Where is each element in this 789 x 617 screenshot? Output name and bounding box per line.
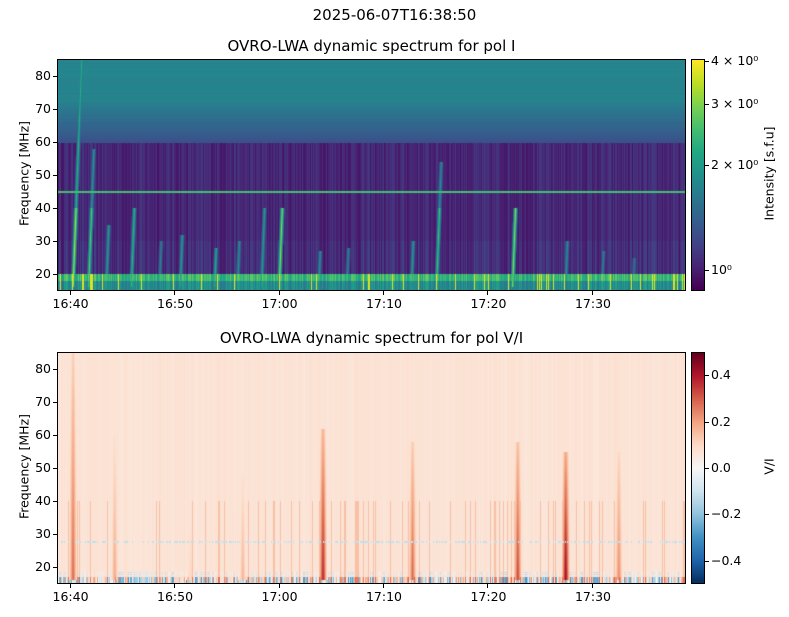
panel1-ytick [53, 141, 57, 143]
panel2-colorbar-tick [705, 468, 709, 469]
panel1-ytick-label: 30 [35, 233, 51, 249]
panel2-ytick-label: 60 [35, 426, 51, 442]
panel1-colorbar-tick [705, 269, 709, 271]
panel1-ytick-label: 80 [35, 67, 51, 83]
panel1-xtick-label: 16:50 [157, 296, 194, 311]
panel2-xtick [278, 584, 280, 588]
panel2-ytick [53, 567, 57, 569]
panel2-xtick-label: 17:10 [365, 589, 403, 604]
panel2-ytick [53, 468, 57, 469]
panel2-heatmap [58, 353, 685, 583]
panel2-colorbar-label: V/I [761, 458, 777, 475]
panel2-colorbar-tick-label: −0.2 [711, 506, 742, 522]
panel2-xtick [69, 584, 71, 588]
panel2-xtick [382, 584, 384, 588]
panel2-colorbar-tick-label: −0.4 [711, 552, 742, 568]
panel1-xtick-label: 17:00 [261, 296, 298, 311]
panel1-ytick-label: 70 [35, 100, 51, 116]
panel1-colorbar-tick-label: 3 × 10⁰ [711, 96, 759, 112]
panel1-xtick-label: 17:30 [574, 296, 611, 311]
panel1-title: OVRO-LWA dynamic spectrum for pol I [227, 37, 516, 55]
panel2-ytick [53, 368, 57, 370]
panel2-colorbar-tick [705, 514, 709, 516]
panel2-ytick-label: 30 [35, 526, 51, 542]
panel1-ytick [53, 108, 57, 110]
panel1-xtick [487, 291, 489, 295]
panel1-ytick [53, 241, 57, 243]
panel1-xtick-label: 17:20 [470, 296, 507, 311]
panel2-colorbar-tick-label: 0.4 [711, 367, 731, 383]
panel2-colorbar-tick [705, 560, 709, 562]
panel1-ytick [53, 75, 57, 77]
panel2-ytick-label: 80 [35, 360, 51, 376]
panel2-colorbar-tick [705, 421, 709, 423]
panel1-colorbar-gradient [692, 60, 704, 290]
panel2-xtick-label: 17:20 [470, 589, 507, 604]
panel1-ytick [53, 274, 57, 276]
panel1-colorbar-tick [705, 104, 709, 106]
panel2-ytick-label: 20 [35, 559, 51, 575]
panel2-plot-area [57, 352, 686, 584]
panel1-colorbar-tick [705, 60, 709, 62]
panel1-xtick-label: 16:40 [52, 296, 89, 311]
panel1-xtick [69, 291, 71, 295]
panel2-xtick-label: 17:00 [261, 589, 298, 604]
panel1-xtick [382, 291, 384, 295]
panel2-title: OVRO-LWA dynamic spectrum for pol V/I [219, 329, 524, 347]
panel2-xtick [487, 584, 489, 588]
panel1-ytick-label: 60 [35, 133, 51, 149]
panel2-ytick [53, 501, 57, 503]
panel1-ytick-label: 20 [35, 266, 51, 282]
panel1-xtick [278, 291, 280, 295]
panel1-ytick [53, 208, 57, 210]
panel2-ytick [53, 434, 57, 436]
panel1-ytick-label: 40 [35, 200, 51, 216]
panel2-xtick-label: 17:30 [574, 589, 611, 604]
panel1-colorbar-tick-label: 10⁰ [711, 261, 732, 277]
panel1-colorbar-tick-label: 2 × 10⁰ [711, 157, 759, 173]
panel2-ytick-label: 40 [35, 493, 51, 509]
panel1-ytick [53, 175, 57, 176]
panel2-ytick [53, 534, 57, 536]
figure-suptitle: 2025-06-07T16:38:50 [312, 6, 477, 24]
panel2-xtick [591, 584, 593, 588]
panel2-ytick-label: 70 [35, 393, 51, 409]
panel2-xtick-label: 16:50 [157, 589, 194, 604]
panel1-plot-area [57, 59, 686, 291]
panel1-colorbar [691, 59, 705, 291]
panel2-colorbar-tick-label: 0.0 [711, 460, 731, 475]
panel2-colorbar-tick [705, 375, 709, 377]
panel2-ytick [53, 401, 57, 403]
panel2-xtick-label: 16:40 [52, 589, 89, 604]
panel2-colorbar [691, 352, 705, 584]
panel2-xtick [174, 584, 176, 588]
panel2-colorbar-tick-label: 0.2 [711, 413, 731, 429]
panel1-xtick [591, 291, 593, 295]
panel2-colorbar-gradient [692, 353, 704, 583]
panel1-ytick-label: 50 [35, 167, 51, 182]
panel1-colorbar-label: Intensity [s.f.u] [761, 126, 777, 221]
panel1-xtick-label: 17:10 [365, 296, 403, 311]
panel1-colorbar-tick [705, 165, 709, 167]
panel2-ytick-label: 50 [35, 460, 51, 475]
panel1-xtick [174, 291, 176, 295]
panel1-colorbar-tick-label: 4 × 10⁰ [711, 52, 759, 68]
panel1-heatmap [58, 60, 685, 290]
